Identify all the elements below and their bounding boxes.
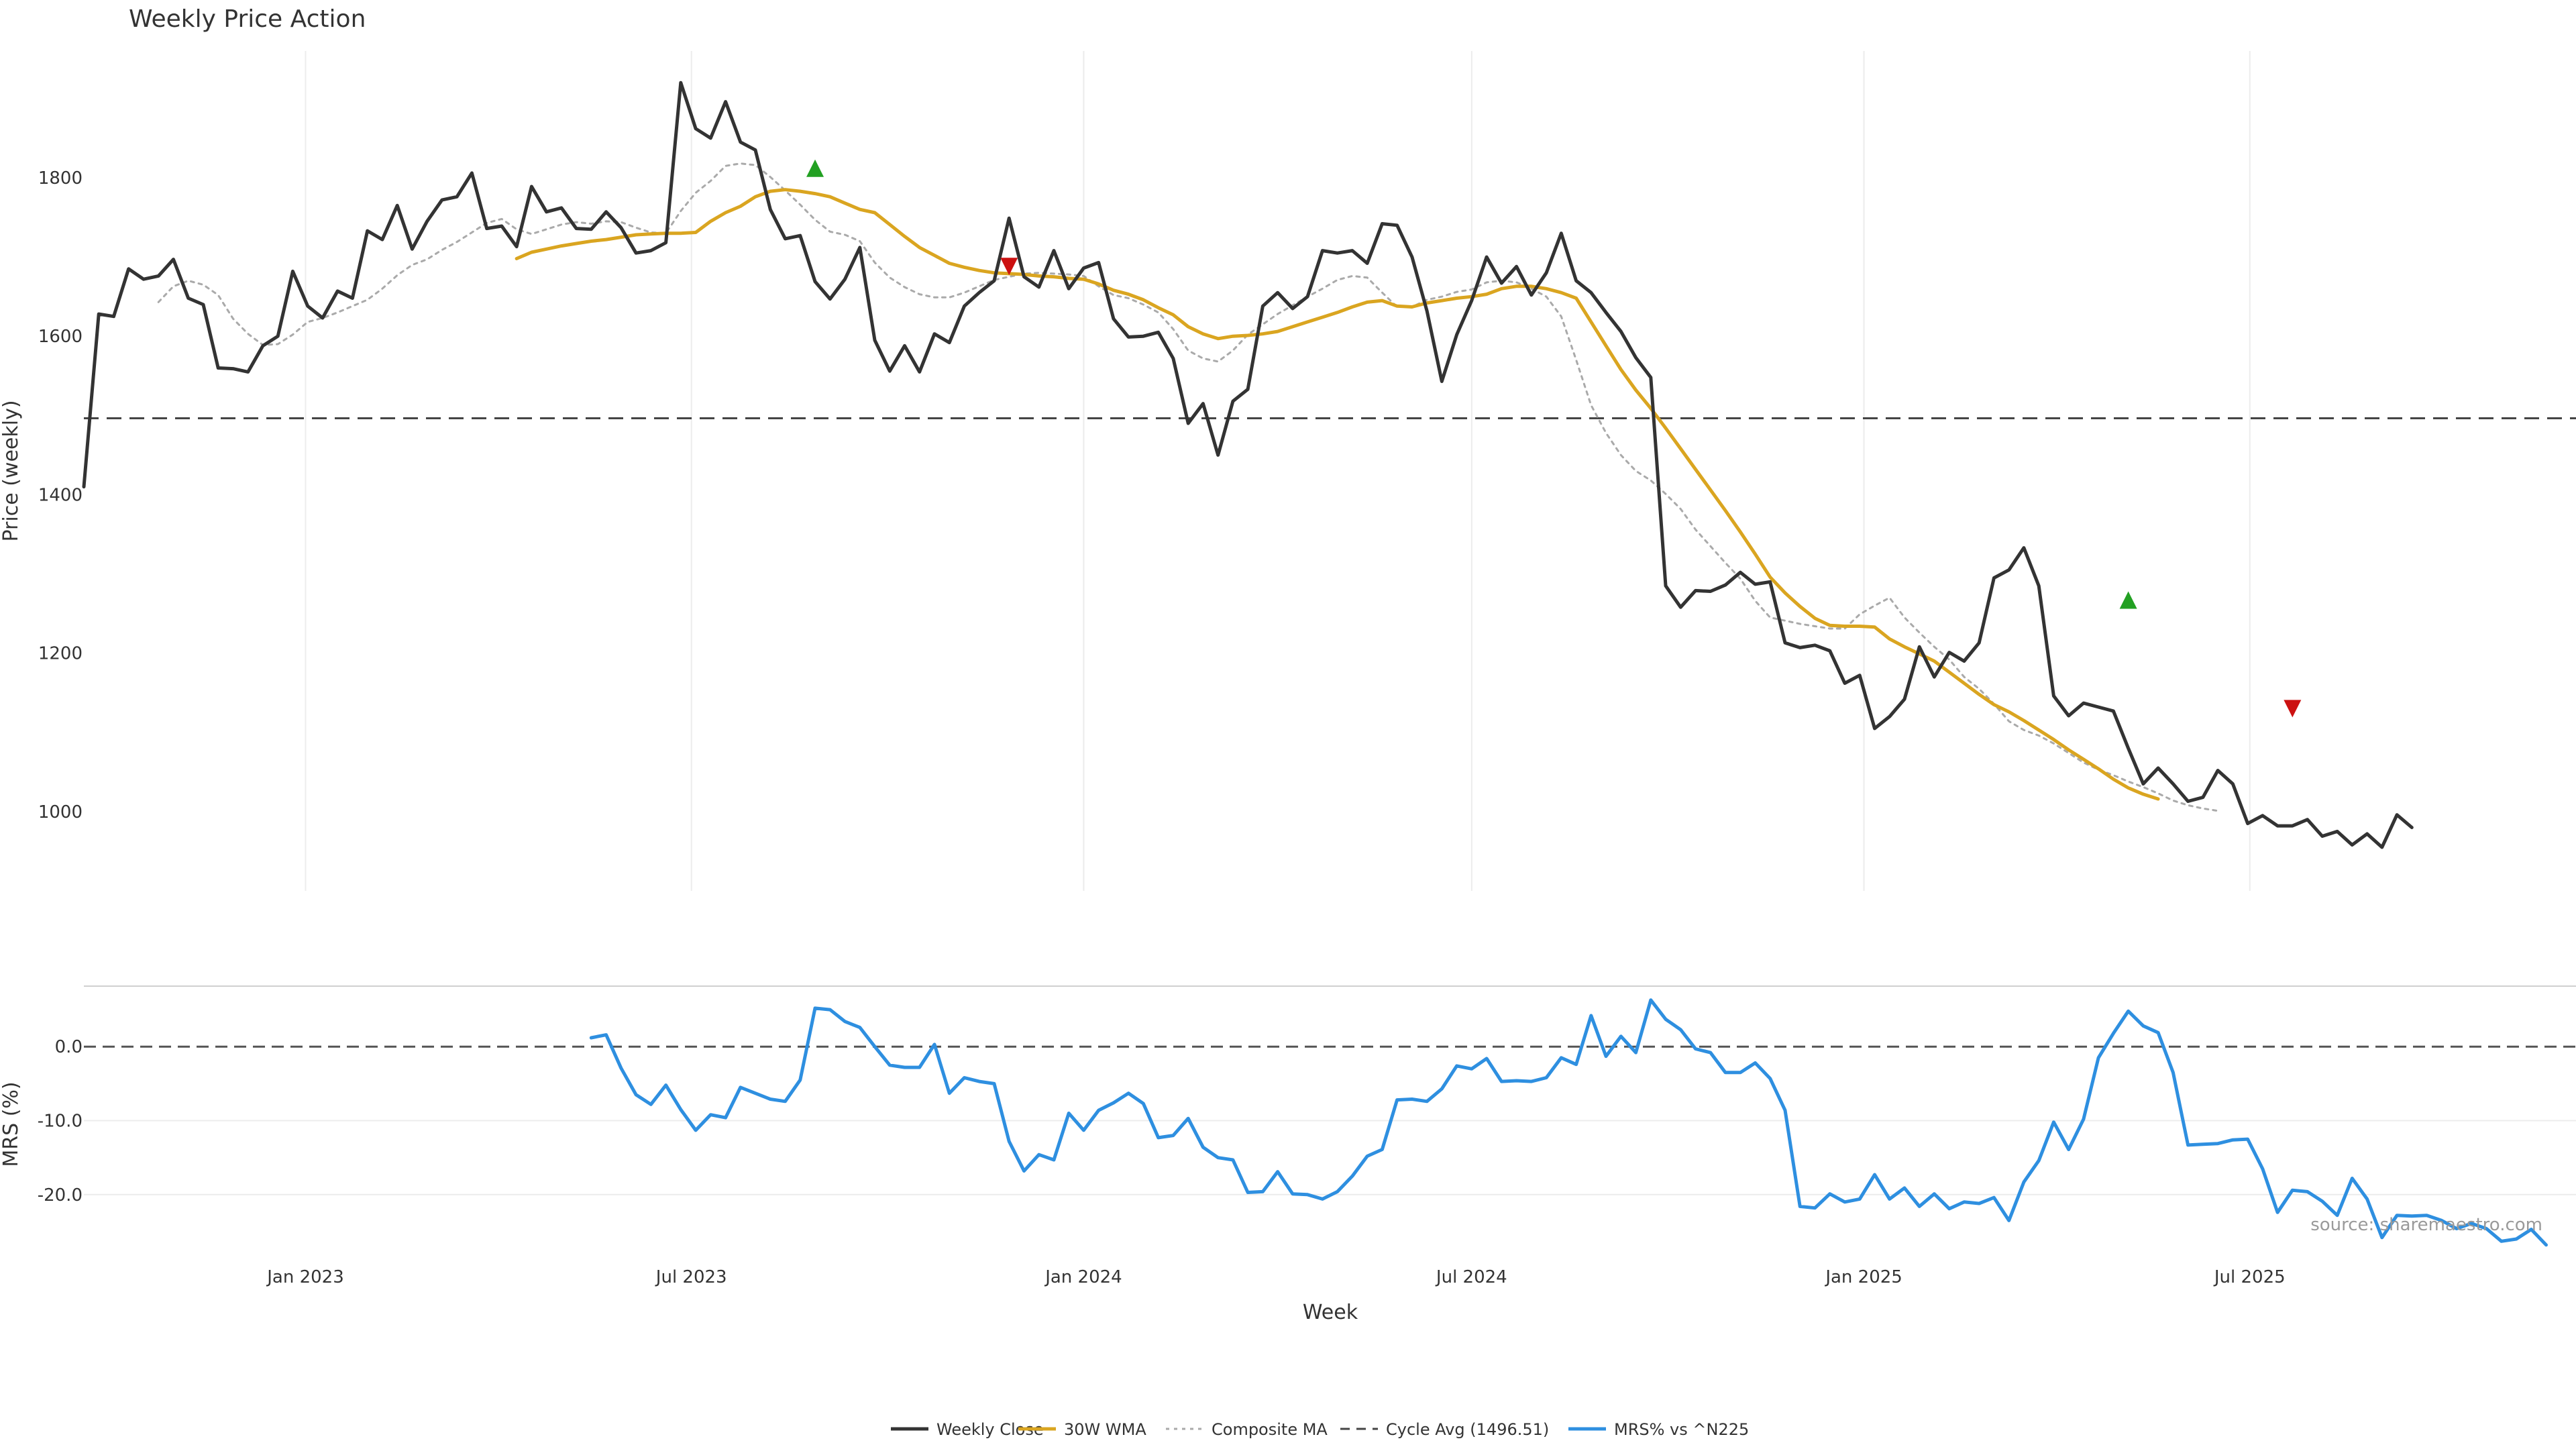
legend-item: Cycle Avg (1496.51) bbox=[1340, 1420, 1549, 1439]
mrs-vs-n225-line bbox=[589, 998, 2548, 1247]
chart-title: Weekly Price Action bbox=[129, 5, 366, 33]
x-tick-label: Jan 2025 bbox=[1824, 1267, 1902, 1287]
legend-item: MRS% vs ^N225 bbox=[1568, 1420, 1749, 1439]
price-panel bbox=[82, 80, 2576, 849]
price-axis-label: Price (weekly) bbox=[0, 400, 23, 541]
legend-label: MRS% vs ^N225 bbox=[1614, 1420, 1749, 1439]
source-note: source: sharemaestro.com bbox=[2310, 1215, 2542, 1235]
y-tick-label: 1600 bbox=[38, 327, 83, 347]
x-tick-label: Jul 2023 bbox=[655, 1267, 727, 1287]
30w-wma-line bbox=[515, 188, 2160, 801]
x-tick-label: Jul 2024 bbox=[1435, 1267, 1507, 1287]
y-tick-label: 1000 bbox=[38, 802, 83, 822]
composite-ma-line bbox=[157, 162, 2219, 812]
mrs-tick-label: -20.0 bbox=[38, 1185, 83, 1205]
gridlines bbox=[84, 51, 2576, 1195]
x-tick-label: Jan 2023 bbox=[266, 1267, 344, 1287]
y-tick-label: 1800 bbox=[38, 168, 83, 189]
sell-signal-marker bbox=[2284, 700, 2302, 718]
y-tick-label: 1400 bbox=[38, 485, 83, 505]
x-tick-label: Jan 2024 bbox=[1044, 1267, 1122, 1287]
legend-item: 30W WMA bbox=[1018, 1420, 1146, 1439]
buy-signal-marker bbox=[806, 159, 824, 177]
y-tick-label: 1200 bbox=[38, 644, 83, 664]
mrs-axis-label: MRS (%) bbox=[0, 1081, 23, 1167]
x-tick-label: Jul 2025 bbox=[2213, 1267, 2286, 1287]
legend-label: Cycle Avg (1496.51) bbox=[1386, 1420, 1549, 1439]
mrs-tick-label: 0.0 bbox=[55, 1037, 83, 1057]
legend-label: Composite MA bbox=[1212, 1420, 1328, 1439]
legend-item: Composite MA bbox=[1166, 1420, 1328, 1439]
mrs-panel bbox=[84, 998, 2576, 1247]
x-axis-label: Week bbox=[1303, 1301, 1358, 1324]
weekly-close-line bbox=[82, 80, 2414, 849]
sell-signal-marker bbox=[1000, 258, 1018, 276]
legend-label: 30W WMA bbox=[1064, 1420, 1146, 1439]
mrs-tick-label: -10.0 bbox=[38, 1112, 83, 1132]
axes: Jan 2023 Jul 2023 Jan 2024 Jul 2024 Jan 2025… bbox=[38, 168, 2286, 1287]
legend: Weekly Close 30W WMA Composite MA Cycle Avg… bbox=[891, 1420, 1749, 1439]
buy-signal-marker bbox=[2119, 591, 2137, 609]
